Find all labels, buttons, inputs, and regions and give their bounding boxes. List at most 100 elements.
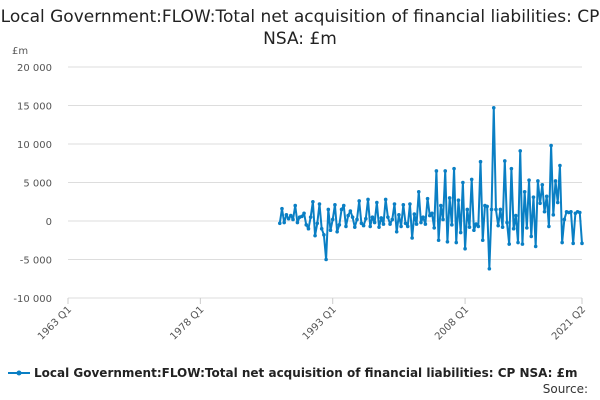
data-point bbox=[403, 221, 408, 226]
data-point bbox=[313, 233, 317, 238]
data-point bbox=[472, 228, 476, 233]
legend-label: Local Government:FLOW:Total net acquisit… bbox=[34, 366, 578, 380]
data-point bbox=[359, 221, 364, 226]
data-point bbox=[284, 213, 289, 217]
data-point bbox=[295, 220, 300, 225]
data-point bbox=[423, 222, 428, 226]
data-point bbox=[529, 234, 534, 239]
data-point bbox=[562, 217, 567, 222]
data-point bbox=[352, 225, 357, 229]
data-point bbox=[511, 226, 516, 231]
data-point bbox=[368, 224, 373, 229]
y-tick-label: 5 000 bbox=[23, 179, 52, 190]
data-point bbox=[430, 211, 434, 216]
data-point bbox=[401, 203, 406, 207]
data-point bbox=[560, 240, 564, 245]
data-point bbox=[480, 238, 485, 243]
data-point bbox=[346, 213, 350, 218]
data-point bbox=[311, 199, 315, 204]
data-point bbox=[469, 177, 474, 182]
data-point bbox=[370, 215, 375, 219]
data-point bbox=[341, 203, 346, 208]
data-point bbox=[280, 206, 284, 211]
data-point bbox=[505, 220, 509, 225]
data-point bbox=[432, 226, 436, 230]
data-point bbox=[520, 242, 525, 246]
data-point bbox=[386, 215, 390, 219]
data-point bbox=[452, 166, 456, 171]
data-point bbox=[339, 207, 344, 212]
data-point bbox=[476, 224, 481, 229]
data-point bbox=[450, 223, 454, 227]
data-point bbox=[399, 224, 403, 229]
data-point bbox=[461, 180, 465, 185]
y-tick-label: 0 bbox=[46, 217, 52, 228]
data-point bbox=[538, 201, 542, 206]
data-point bbox=[324, 257, 328, 262]
x-tick-label: 2021 Q2 bbox=[550, 304, 588, 342]
data-point bbox=[502, 159, 507, 163]
data-point bbox=[302, 211, 306, 216]
data-point bbox=[361, 223, 366, 228]
data-point bbox=[494, 207, 498, 212]
data-point bbox=[372, 220, 377, 225]
source-label: Source: bbox=[542, 382, 588, 396]
data-point bbox=[412, 212, 417, 216]
data-point bbox=[463, 246, 467, 251]
data-point bbox=[364, 216, 368, 221]
y-tick-label: 20 000 bbox=[17, 63, 52, 74]
data-point bbox=[439, 203, 443, 208]
data-point bbox=[456, 198, 461, 203]
data-point bbox=[392, 202, 397, 206]
data-point bbox=[491, 106, 496, 110]
legend-item[interactable]: Local Government:FLOW:Total net acquisit… bbox=[8, 366, 578, 380]
data-point bbox=[434, 169, 439, 173]
data-point bbox=[485, 204, 489, 209]
data-point bbox=[447, 196, 452, 200]
series-line bbox=[278, 106, 583, 270]
data-point bbox=[551, 213, 556, 217]
data-point bbox=[419, 220, 423, 225]
data-point bbox=[350, 215, 355, 219]
data-point bbox=[487, 266, 492, 271]
data-point bbox=[300, 214, 304, 219]
data-point bbox=[388, 222, 392, 226]
data-point bbox=[445, 239, 450, 244]
data-point bbox=[328, 228, 333, 233]
data-point bbox=[522, 189, 527, 194]
data-point bbox=[533, 244, 538, 249]
data-point bbox=[467, 225, 472, 229]
data-point bbox=[322, 233, 326, 237]
data-point bbox=[547, 224, 551, 229]
x-tick-label: 2008 Q1 bbox=[433, 304, 471, 342]
data-point bbox=[514, 213, 518, 218]
data-point bbox=[544, 194, 549, 199]
data-point bbox=[536, 179, 540, 183]
data-point bbox=[397, 213, 401, 217]
data-point bbox=[454, 240, 459, 245]
data-point bbox=[500, 225, 505, 229]
data-point bbox=[509, 166, 514, 171]
data-point bbox=[580, 241, 584, 246]
x-tick-label: 1978 Q1 bbox=[168, 304, 206, 342]
data-point bbox=[286, 216, 291, 221]
data-point bbox=[344, 224, 348, 229]
legend-line-icon bbox=[8, 370, 30, 376]
data-point bbox=[441, 217, 445, 222]
data-point bbox=[527, 178, 531, 182]
data-point bbox=[394, 229, 399, 234]
data-point bbox=[308, 215, 313, 219]
data-point bbox=[383, 197, 388, 202]
data-point bbox=[577, 210, 582, 215]
data-point bbox=[498, 207, 503, 212]
data-point bbox=[381, 222, 386, 226]
data-point bbox=[304, 223, 309, 227]
data-point bbox=[540, 183, 545, 187]
data-point bbox=[379, 216, 384, 220]
data-point bbox=[516, 240, 520, 245]
data-point bbox=[569, 209, 573, 214]
data-point bbox=[425, 196, 430, 201]
data-point bbox=[553, 179, 558, 183]
y-tick-label: 15 000 bbox=[17, 102, 52, 113]
data-point bbox=[542, 209, 547, 214]
